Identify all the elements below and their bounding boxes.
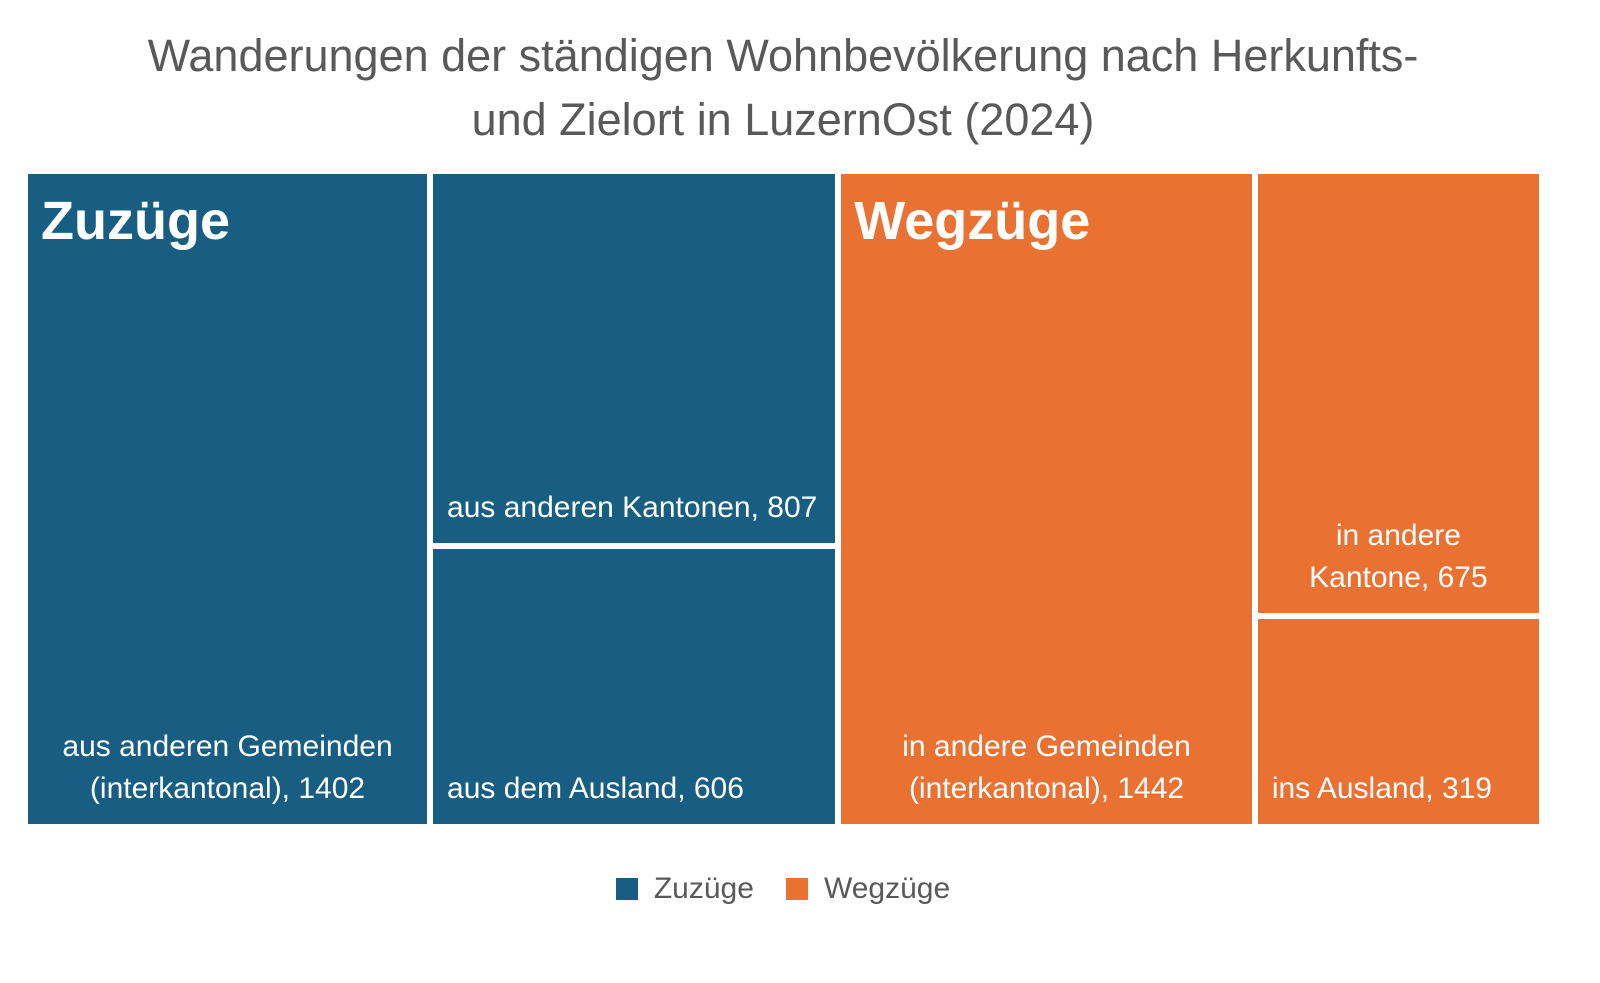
legend-item: Wegzüge [785,872,951,906]
data-label: aus anderen Kantonen, 807 [447,490,818,524]
legend-swatch [615,878,638,900]
treemap-tile: Zuzüge aus anderen Gemeinden (interkanton… [28,174,428,824]
legend-label: Wegzüge [823,872,951,905]
treemap-tile: Wegzüge in andere Gemeinden (interkantona… [841,174,1252,824]
data-label: ins Ausland, 319 [1271,771,1492,805]
group-title: Wegzüge [854,191,1091,251]
treemap-tile: aus dem Ausland, 606 [433,548,836,824]
data-label: aus anderen Gemeinden (interkantonal), 1… [62,730,393,805]
data-label: in andere Kantone, 675 [1309,519,1488,595]
treemap-tile: ins Ausland, 319 [1257,619,1539,824]
legend-item: Zuzüge [615,872,754,906]
data-label: in andere Gemeinden (interkantonal), 144… [902,730,1191,805]
chart-title: Wanderungen der ständigen Wohnbevölkerun… [147,30,1419,81]
data-label: aus dem Ausland, 606 [447,771,744,805]
chart-title: und Zielort in LuzernOst (2024) [471,94,1095,145]
treemap-tile: aus anderen Kantonen, 807 [433,174,836,543]
legend: Zuzüge Wegzüge [0,872,1566,906]
group-title: Zuzüge [41,191,230,251]
legend-label: Zuzüge [653,872,754,905]
legend-swatch [785,878,808,900]
treemap-tile: in andere Kantone, 675 [1257,174,1539,614]
